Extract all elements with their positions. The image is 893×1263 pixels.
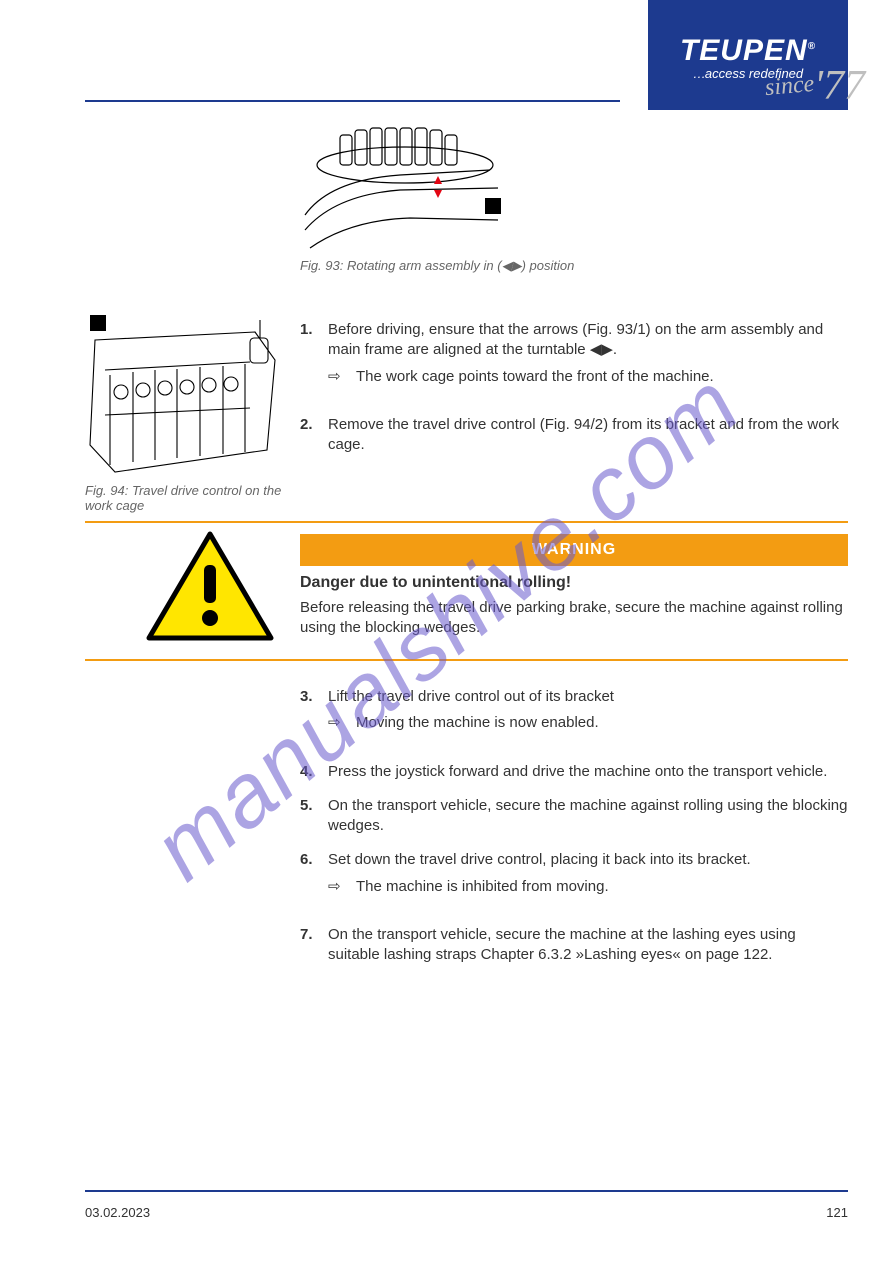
step-3-result-text: Moving the machine is now enabled. bbox=[356, 713, 599, 733]
rotating-arm-svg bbox=[300, 120, 500, 250]
warning-rule-bottom bbox=[85, 659, 848, 661]
warning-rule-top bbox=[85, 521, 848, 523]
step-5: 5. On the transport vehicle, secure the … bbox=[300, 796, 848, 837]
figure-caption-rotating-arm: Fig. 93: Rotating arm assembly in (◀▶) p… bbox=[300, 258, 574, 274]
result-arrow-icon bbox=[328, 877, 356, 897]
steps-block-bottom: 3. Lift the travel drive control out of … bbox=[300, 687, 848, 979]
step-number: 3. bbox=[300, 687, 328, 748]
step-number: 7. bbox=[300, 925, 328, 966]
step-3: 3. Lift the travel drive control out of … bbox=[300, 687, 848, 748]
since-word: since bbox=[764, 76, 815, 97]
warning-icon bbox=[145, 530, 275, 645]
step-3-text: Lift the travel drive control out of its… bbox=[328, 688, 614, 705]
travel-drive-svg bbox=[85, 320, 280, 480]
step-text: On the transport vehicle, secure the mac… bbox=[328, 796, 848, 837]
footer-page-number: 121 bbox=[826, 1205, 848, 1220]
step-6-text: Set down the travel drive control, placi… bbox=[328, 851, 751, 868]
brand-tagline-dots: … bbox=[693, 66, 705, 81]
step-text: Remove the travel drive control (Fig. 94… bbox=[328, 415, 848, 456]
warning-title: Danger due to unintentional rolling! bbox=[300, 574, 848, 592]
step-text: Set down the travel drive control, placi… bbox=[328, 850, 848, 911]
step-7: 7. On the transport vehicle, secure the … bbox=[300, 925, 848, 966]
step-1-result-text: The work cage points toward the front of… bbox=[356, 367, 714, 387]
step-1-text: Before driving, ensure that the arrows (… bbox=[328, 321, 823, 358]
brand-reg: ® bbox=[808, 41, 816, 52]
callout-marker-1 bbox=[485, 198, 501, 214]
step-2: 2. Remove the travel drive control (Fig.… bbox=[300, 415, 848, 456]
step-text: Lift the travel drive control out of its… bbox=[328, 687, 848, 748]
figure-caption-travel-drive: Fig. 94: Travel drive control on the wor… bbox=[85, 483, 285, 513]
footer-doc-ref: 03.02.2023 bbox=[85, 1205, 150, 1220]
step-number: 1. bbox=[300, 320, 328, 401]
header-rule bbox=[85, 100, 620, 102]
footer: 03.02.2023 121 bbox=[85, 1205, 848, 1220]
since-77-badge: since'77 bbox=[765, 72, 865, 101]
step-number: 6. bbox=[300, 850, 328, 911]
step-text: Press the joystick forward and drive the… bbox=[328, 762, 848, 782]
step-text: Before driving, ensure that the arrows (… bbox=[328, 320, 848, 401]
warning-banner: WARNING bbox=[300, 534, 848, 566]
brand-name: TEUPEN® bbox=[680, 36, 816, 66]
figure-rotating-arm bbox=[300, 120, 500, 250]
step-6-result-text: The machine is inhibited from moving. bbox=[356, 877, 609, 897]
step-3-result: Moving the machine is now enabled. bbox=[328, 713, 848, 733]
result-arrow-icon bbox=[328, 367, 356, 387]
warning-triangle-svg bbox=[145, 530, 275, 645]
step-number: 2. bbox=[300, 415, 328, 456]
figure-travel-drive-control bbox=[85, 320, 280, 480]
step-number: 5. bbox=[300, 796, 328, 837]
step-4: 4. Press the joystick forward and drive … bbox=[300, 762, 848, 782]
step-6: 6. Set down the travel drive control, pl… bbox=[300, 850, 848, 911]
callout-marker-2 bbox=[90, 315, 106, 331]
since-year: '77 bbox=[814, 63, 865, 109]
step-number: 4. bbox=[300, 762, 328, 782]
warning-body: Danger due to unintentional rolling! Bef… bbox=[300, 574, 848, 639]
step-1: 1. Before driving, ensure that the arrow… bbox=[300, 320, 848, 401]
warning-text: Before releasing the travel drive parkin… bbox=[300, 598, 848, 639]
result-arrow-icon bbox=[328, 713, 356, 733]
step-1-result: The work cage points toward the front of… bbox=[328, 367, 848, 387]
step-text: On the transport vehicle, secure the mac… bbox=[328, 925, 848, 966]
steps-block-top: 1. Before driving, ensure that the arrow… bbox=[300, 320, 848, 469]
step-6-result: The machine is inhibited from moving. bbox=[328, 877, 848, 897]
brand-name-text: TEUPEN bbox=[680, 34, 808, 67]
footer-rule bbox=[85, 1190, 848, 1192]
